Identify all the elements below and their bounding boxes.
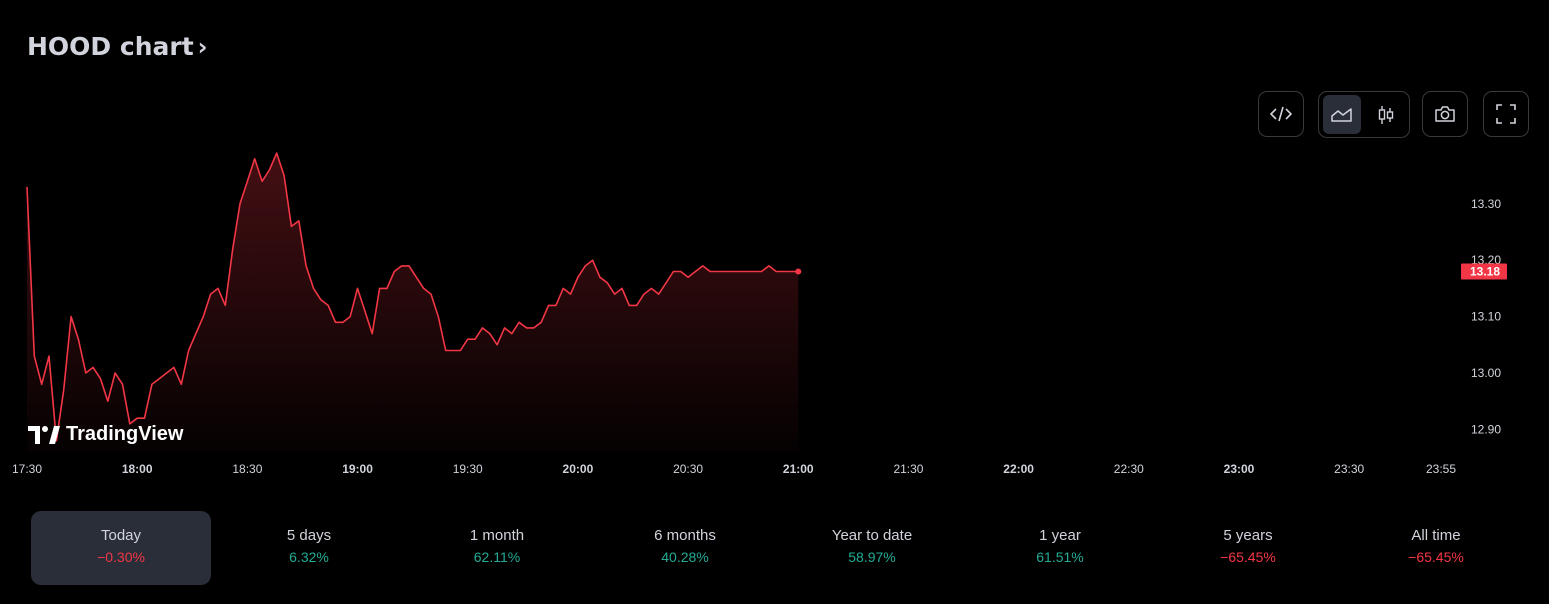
chevron-right-icon: › <box>197 32 208 61</box>
period-change: −0.30% <box>97 549 145 565</box>
period-tab[interactable]: Year to date 58.97% <box>782 511 962 585</box>
period-label: All time <box>1411 527 1461 544</box>
period-label: 5 years <box>1223 527 1273 544</box>
period-change: 62.11% <box>473 549 521 565</box>
price-area-fill <box>27 153 799 452</box>
period-tab[interactable]: Today −0.30% <box>31 511 211 585</box>
last-price-badge <box>1461 263 1507 280</box>
tradingview-logo-text: TradingView <box>66 423 184 445</box>
price-chart[interactable]: 17:30 18:00 18:30 19:00 19:30 20:00 20:30 21:00… <box>0 0 1549 500</box>
tradingview-logo-mark <box>28 425 60 444</box>
code-icon <box>1270 106 1292 122</box>
x-tick-label: 19:30 <box>453 462 483 476</box>
period-tab[interactable]: 6 months 40.28% <box>595 511 775 585</box>
chart-style-toggle <box>1318 91 1410 138</box>
x-tick-label: 23:30 <box>1334 462 1364 476</box>
period-tab[interactable]: 5 years −65.45% <box>1158 511 1338 585</box>
x-tick-label: 20:00 <box>563 462 594 476</box>
y-tick-label: 13.10 <box>1471 310 1501 324</box>
period-tab[interactable]: All time −65.45% <box>1346 511 1526 585</box>
y-tick-label: 13.30 <box>1471 197 1501 211</box>
x-tick-label: 22:00 <box>1003 462 1034 476</box>
period-label: Today <box>100 527 142 544</box>
x-tick-label: 21:00 <box>783 462 814 476</box>
fullscreen-icon <box>1496 104 1516 124</box>
period-label: 1 month <box>469 527 525 544</box>
y-tick-label: 13.00 <box>1471 366 1501 380</box>
last-price-point <box>795 268 802 275</box>
period-change: −65.45% <box>1408 549 1464 565</box>
x-tick-label: 18:30 <box>232 462 262 476</box>
last-price-label: 13.18 <box>1470 265 1500 279</box>
period-label: Year to date <box>831 527 913 544</box>
tradingview-logo: TradingView <box>28 423 183 446</box>
candlestick-chart-button[interactable] <box>1367 95 1405 134</box>
period-label: 5 days <box>286 527 332 544</box>
area-chart-button[interactable] <box>1323 95 1361 134</box>
period-change: 6.32% <box>289 549 329 565</box>
period-change: 61.51% <box>1036 549 1084 565</box>
candlestick-icon <box>1378 105 1394 124</box>
x-tick-label: 17:30 <box>12 462 42 476</box>
fullscreen-button[interactable] <box>1483 91 1529 137</box>
x-tick-label: 23:55 <box>1426 462 1456 476</box>
x-tick-label: 20:30 <box>673 462 703 476</box>
period-tab[interactable]: 1 year 61.51% <box>970 511 1150 585</box>
chart-title-link[interactable]: HOOD chart › <box>27 32 208 61</box>
x-tick-label: 18:00 <box>122 462 153 476</box>
y-tick-label: 12.90 <box>1471 422 1501 436</box>
chart-title: HOOD chart <box>27 32 194 61</box>
period-change: −65.45% <box>1220 549 1276 565</box>
x-tick-label: 23:00 <box>1224 462 1255 476</box>
camera-icon <box>1435 106 1455 122</box>
period-change: 58.97% <box>848 549 896 565</box>
x-tick-label: 21:30 <box>893 462 923 476</box>
period-label: 1 year <box>1039 527 1081 544</box>
snapshot-button[interactable] <box>1422 91 1468 137</box>
x-tick-label: 22:30 <box>1114 462 1144 476</box>
period-tab[interactable]: 1 month 62.11% <box>407 511 587 585</box>
price-line <box>26 152 799 442</box>
embed-code-button[interactable] <box>1258 91 1304 137</box>
period-selector: Today −0.30% 5 days 6.32% 1 month 62.11% 6 mon… <box>0 511 1549 585</box>
area-chart-icon <box>1331 107 1352 122</box>
period-tab[interactable]: 5 days 6.32% <box>219 511 399 585</box>
x-tick-label: 19:00 <box>342 462 373 476</box>
period-label: 6 months <box>654 527 716 544</box>
period-change: 40.28% <box>661 549 709 565</box>
